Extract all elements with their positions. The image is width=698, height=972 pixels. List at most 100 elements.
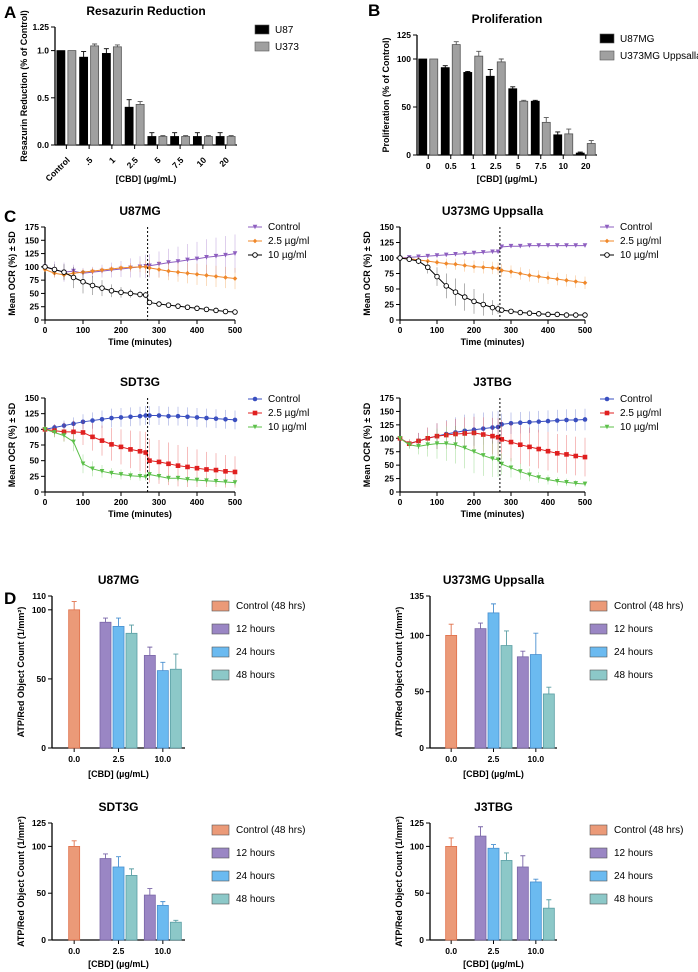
error-bar	[478, 826, 483, 837]
error-bar	[129, 868, 134, 876]
data-point	[453, 251, 458, 257]
bar-u87mg	[553, 134, 563, 156]
series-2	[397, 425, 588, 487]
series-0	[42, 234, 238, 282]
legend-marker	[252, 238, 258, 244]
error-bar	[504, 630, 509, 646]
x-tick-label: 200	[467, 325, 481, 335]
data-point	[443, 283, 450, 289]
data-point	[71, 429, 76, 435]
error-bar	[103, 853, 108, 859]
chart-title: U87MG	[119, 204, 160, 218]
data-point	[175, 463, 181, 468]
data-point	[147, 472, 152, 477]
y-axis-label: Mean OCR (%) ± SD	[362, 402, 372, 487]
y-tick-label: 175	[25, 222, 39, 232]
y-tick-label: 75	[385, 447, 395, 457]
series-line	[399, 437, 586, 485]
legend-label: 10 µg/ml	[620, 250, 659, 261]
legend-label: Control (48 hrs)	[614, 601, 683, 612]
x-tick-label: 500	[228, 325, 242, 335]
legend-swatch	[211, 600, 230, 612]
data-point	[471, 298, 477, 305]
data-point	[517, 309, 524, 316]
chart-2: U87MG 0 25 50 75 100 125 150 175 Mean OCR (%) ± S…	[7, 204, 309, 347]
chart-7: U373MG Uppsalla 0 50 100 135 ATP/Red Object C…	[394, 573, 683, 779]
chart-3: U373MG Uppsalla 0 25 50 75 100 125 150 Mean OCR …	[362, 204, 661, 347]
x-tick-label: 10	[559, 161, 569, 171]
data-point	[204, 254, 209, 260]
data-point	[52, 430, 57, 435]
legend-swatch	[589, 824, 608, 836]
x-tick-label: 500	[228, 497, 242, 507]
data-point	[495, 266, 501, 271]
y-tick-label: 0	[34, 315, 39, 325]
legend-label: 10 µg/ml	[620, 422, 659, 433]
data-point	[564, 278, 569, 283]
data-point	[194, 415, 200, 420]
x-tick-label: 100	[430, 497, 444, 507]
x-axis-label: [CBD] (µg/mL)	[463, 769, 524, 779]
y-tick-label: 175	[380, 393, 394, 403]
data-point	[204, 478, 209, 484]
error-bar	[172, 132, 178, 137]
x-tick-label: 400	[190, 325, 204, 335]
legend-label: U87MG	[620, 34, 655, 45]
legend-label: Control	[620, 222, 652, 233]
data-point	[175, 475, 181, 481]
data-point	[156, 301, 162, 307]
x-tick-label: 20	[217, 155, 231, 169]
y-tick-label: 125	[410, 818, 424, 828]
data-point	[480, 265, 486, 270]
y-tick-label: 50	[37, 888, 47, 898]
error-bar	[577, 151, 583, 154]
data-point	[223, 252, 228, 258]
data-point	[222, 308, 229, 315]
error-bar	[92, 43, 98, 46]
bar-12-hours	[516, 866, 529, 941]
data-point	[564, 480, 569, 485]
error-bar	[183, 135, 189, 137]
data-point	[554, 418, 560, 423]
data-point	[51, 266, 58, 273]
data-point	[490, 456, 495, 461]
data-point	[564, 452, 569, 457]
data-point	[185, 257, 190, 263]
legend-swatch	[254, 24, 270, 35]
data-point	[536, 311, 542, 317]
error-bar	[81, 51, 87, 58]
chart-4: SDT3G 0 25 50 75 100 125 150 Mean OCR (%) ± SD Ti…	[7, 375, 309, 519]
y-tick-label: 125	[32, 818, 46, 828]
legend-label: 12 hours	[614, 848, 653, 859]
data-point	[508, 439, 514, 445]
data-point	[573, 453, 579, 459]
data-point	[443, 261, 449, 266]
data-point	[536, 446, 542, 452]
data-point	[108, 288, 115, 294]
data-point	[563, 312, 570, 318]
error-bar	[116, 856, 121, 867]
data-point	[406, 442, 412, 448]
bar-u87mg	[463, 72, 473, 156]
data-point	[471, 449, 477, 455]
y-tick-label: 50	[415, 687, 425, 697]
data-point	[194, 256, 200, 262]
data-point	[462, 445, 468, 451]
legend-marker	[604, 396, 610, 402]
legend-label: Control (48 hrs)	[236, 825, 305, 836]
y-tick-label: 100	[25, 262, 39, 272]
data-point	[70, 274, 77, 281]
data-point	[554, 311, 561, 318]
bar-u373mg-uppsalla	[541, 121, 551, 156]
data-point	[143, 474, 148, 480]
bar-48-hours	[169, 668, 182, 749]
error-bar	[137, 101, 143, 105]
y-axis-label: ATP/Red Object Count (1/mm²)	[394, 607, 404, 738]
x-tick-label: 500	[578, 497, 592, 507]
data-point	[223, 479, 228, 485]
series-line	[44, 266, 236, 313]
bar-u87mg	[530, 100, 540, 156]
data-point	[582, 280, 588, 286]
data-point	[545, 275, 551, 281]
